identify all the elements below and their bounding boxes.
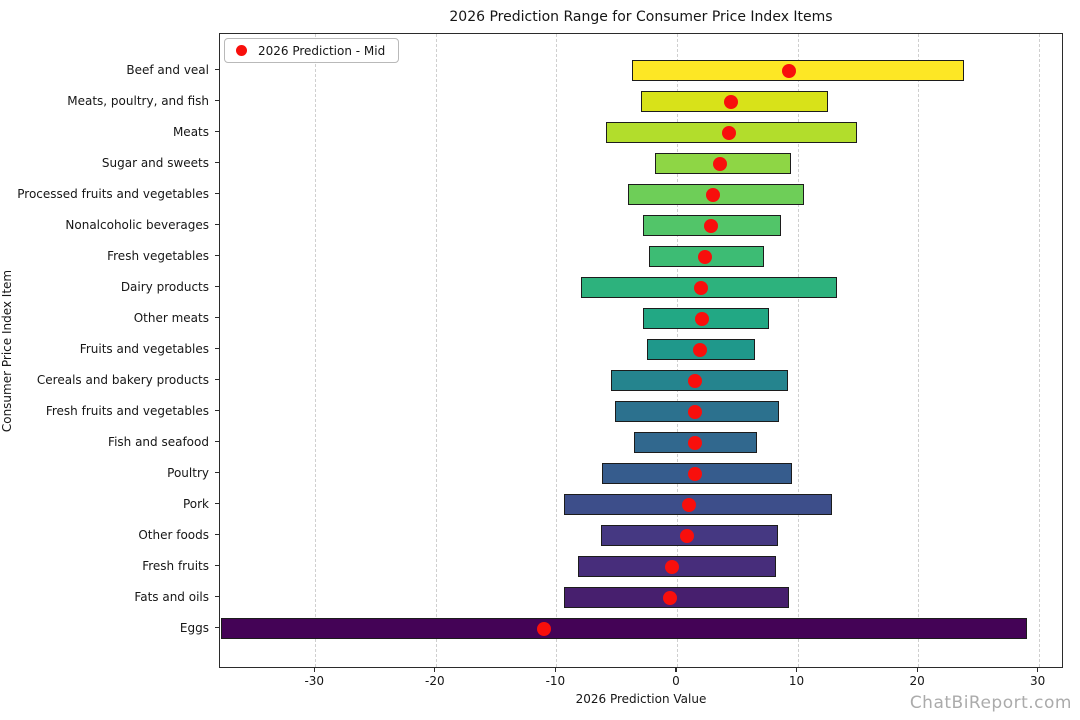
x-gridline [556,34,558,667]
mid-point-dot [688,373,703,388]
range-bar [580,277,838,299]
y-tick-mark [215,596,219,598]
y-tick-label: Dairy products [120,279,209,294]
mid-point-dot [697,249,712,264]
y-tick-mark [215,69,219,71]
y-tick-label: Poultry [167,465,209,480]
mid-point-dot [662,590,677,605]
range-bar [221,618,1027,640]
x-tick-label: 10 [788,674,805,688]
mid-point-dot [688,404,703,419]
x-tick-mark [554,668,556,672]
x-gridline [918,34,920,667]
y-tick-label: Pork [182,496,209,511]
y-tick-label: Fruits and vegetables [79,341,209,356]
y-tick-label: Other meats [133,310,209,325]
mid-point-dot [721,125,736,140]
x-tick-label: -30 [304,674,325,688]
y-tick-label: Meats, poultry, and fish [67,93,209,108]
y-tick-mark [215,472,219,474]
x-tick-mark [916,668,918,672]
legend-marker-dot-icon [236,45,247,56]
x-tick-label: 0 [672,674,680,688]
y-tick-mark [215,534,219,536]
y-tick-label: Fats and oils [134,589,209,604]
y-tick-label: Sugar and sweets [101,155,209,170]
mid-point-dot [695,311,710,326]
mid-point-dot [782,63,797,78]
y-tick-label: Fresh vegetables [107,248,209,263]
x-gridline [1038,34,1040,667]
y-tick-mark [215,627,219,629]
y-tick-mark [215,317,219,319]
y-tick-label: Fresh fruits and vegetables [45,403,209,418]
mid-point-dot [694,280,709,295]
y-tick-mark [215,162,219,164]
y-tick-mark [215,193,219,195]
y-tick-mark [215,410,219,412]
mid-point-dot [713,156,728,171]
x-tick-mark [795,668,798,672]
x-tick-mark [675,668,677,672]
x-tick-label: -10 [545,674,566,688]
y-tick-label: Meats [172,124,209,139]
plot-area [219,33,1063,668]
mid-point-dot [537,621,552,636]
x-tick-mark [434,668,436,672]
x-tick-label: 20 [909,674,925,688]
y-tick-mark [215,100,219,102]
mid-point-dot [688,466,703,481]
x-gridline [435,34,437,667]
mid-point-dot [692,342,707,357]
y-tick-mark [215,503,219,505]
y-tick-label: Cereals and bakery products [36,372,209,387]
y-tick-label: Processed fruits and vegetables [17,186,209,201]
legend: 2026 Prediction - Mid [224,38,400,63]
y-tick-mark [215,441,219,443]
y-tick-mark [215,131,219,133]
y-tick-mark [215,348,219,350]
y-tick-mark [215,286,219,288]
range-bar [563,494,833,516]
x-tick-label: 30 [1030,674,1046,688]
mid-point-dot [724,94,739,109]
y-tick-label: Nonalcoholic beverages [65,217,209,232]
mid-point-dot [682,497,697,512]
watermark: ChatBiReport.com [909,693,1072,713]
mid-point-dot [679,528,694,543]
y-tick-mark [215,255,219,257]
mid-point-dot [688,435,703,450]
mid-point-dot [703,218,718,233]
x-tick-mark [313,668,315,672]
y-tick-label: Other foods [138,527,209,542]
x-gridline [315,34,317,667]
y-tick-mark [215,224,219,226]
y-tick-label: Fish and seafood [108,434,209,449]
x-axis-label: 2026 Prediction Value [575,692,707,706]
legend-label: 2026 Prediction - Mid [258,43,386,58]
x-gridline [797,34,799,667]
mid-point-dot [706,187,721,202]
y-tick-label: Beef and veal [126,62,209,77]
x-tick-mark [1037,668,1039,672]
range-bar [632,60,964,82]
mid-point-dot [665,559,680,574]
y-tick-label: Eggs [179,620,209,635]
y-tick-mark [215,565,219,567]
x-tick-label: -20 [425,674,445,688]
y-tick-label: Fresh fruits [142,558,209,573]
y-tick-mark [215,379,219,381]
chart-title: 2026 Prediction Range for Consumer Price… [449,9,833,25]
